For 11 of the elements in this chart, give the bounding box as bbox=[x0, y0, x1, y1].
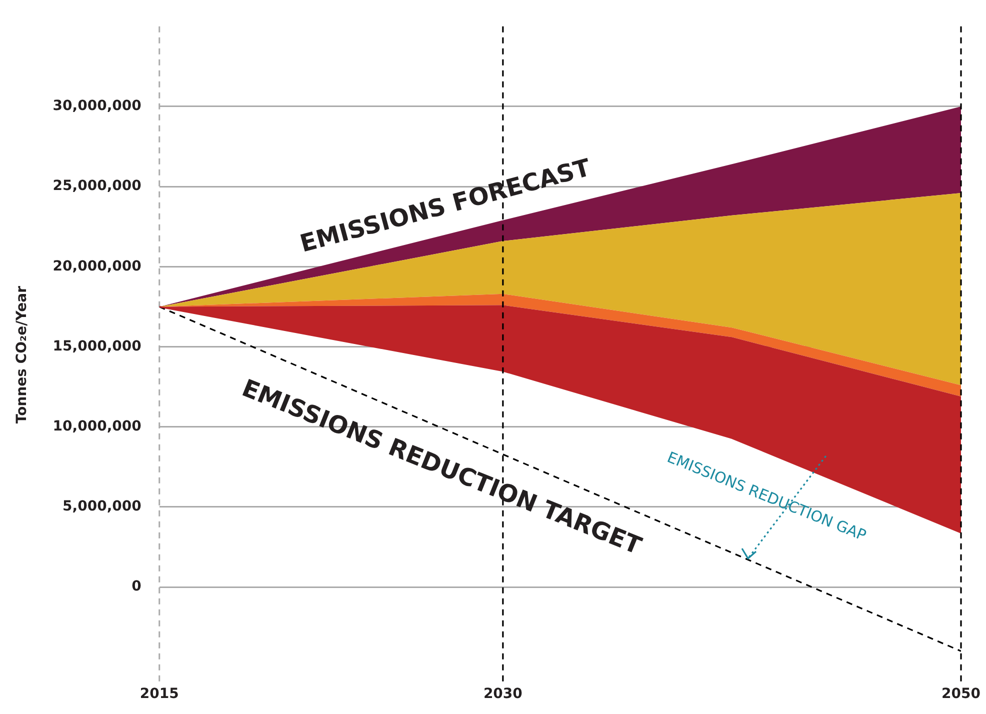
y-tick-label: 0 bbox=[132, 578, 142, 595]
x-tick-label: 2050 bbox=[942, 686, 981, 702]
y-tick-label: 30,000,000 bbox=[52, 98, 142, 114]
x-tick-label: 2015 bbox=[140, 686, 179, 702]
y-tick-label: 25,000,000 bbox=[52, 178, 142, 194]
y-axis-title: Tonnes CO₂e/Year bbox=[14, 286, 30, 424]
x-tick-label: 2030 bbox=[483, 686, 523, 702]
y-tick-label: 10,000,000 bbox=[52, 418, 142, 435]
y-tick-label: 5,000,000 bbox=[62, 498, 142, 515]
y-tick-label: 20,000,000 bbox=[52, 258, 142, 274]
y-tick-label: 15,000,000 bbox=[52, 338, 142, 354]
